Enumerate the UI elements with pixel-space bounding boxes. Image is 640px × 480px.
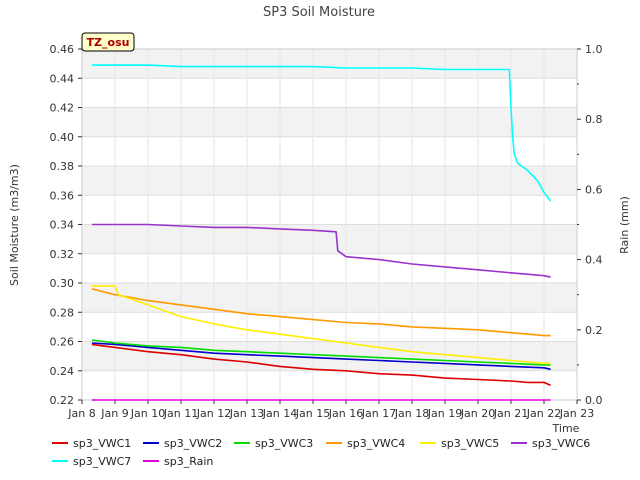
series-lines: [91, 64, 552, 401]
y2-tick-label: 0.0: [585, 394, 603, 407]
x-tick-label: Jan 20: [460, 407, 495, 420]
y-axis-label: Soil Moisture (m3/m3): [8, 164, 21, 286]
y-tick-label: 0.22: [50, 394, 75, 407]
x-tick-label: Jan 14: [262, 407, 297, 420]
series-line-sp3_VWC4: [91, 288, 551, 337]
series-line-sp3_VWC5: [91, 285, 551, 365]
badge-label: TZ_osu: [87, 36, 130, 49]
x-axis-label: Time: [552, 422, 580, 435]
series-line-sp3_VWC2: [91, 342, 551, 371]
y2-tick-label: 0.6: [585, 183, 603, 196]
x-tick-label: Jan 19: [427, 407, 462, 420]
series-line-sp3_VWC1: [91, 343, 551, 387]
y-tick-label: 0.38: [50, 160, 75, 173]
legend-label-sp3_Rain: sp3_Rain: [164, 455, 213, 468]
y-tick-label: 0.36: [50, 189, 75, 202]
y-tick-label: 0.26: [50, 336, 75, 349]
y2-tick-label: 0.4: [585, 254, 603, 267]
legend-label-sp3_VWC7: sp3_VWC7: [73, 455, 131, 468]
series-line-sp3_VWC6: [91, 223, 551, 278]
band: [82, 283, 577, 313]
y2-tick-label: 1.0: [585, 43, 603, 56]
x-tick-label: Jan 15: [295, 407, 330, 420]
y-tick-label: 0.28: [50, 306, 75, 319]
x-tick-label: Jan 8: [67, 407, 95, 420]
x-tick-label: Jan 11: [163, 407, 198, 420]
legend-label-sp3_VWC2: sp3_VWC2: [164, 437, 222, 450]
band: [82, 224, 577, 254]
legend-label-sp3_VWC1: sp3_VWC1: [73, 437, 131, 450]
y-tick-label: 0.34: [50, 219, 75, 232]
plot-background-bands: [82, 49, 577, 371]
x-tick-label: Jan 16: [328, 407, 363, 420]
station-badge: TZ_osu: [81, 32, 135, 52]
y-tick-label: 0.32: [50, 248, 75, 261]
chart-title: SP3 Soil Moisture: [263, 5, 375, 20]
band: [82, 49, 577, 79]
legend: sp3_VWC1 sp3_VWC2 sp3_VWC3 sp3_VWC4 sp3_VWC5…: [52, 437, 590, 468]
x-tick-label: Jan 13: [229, 407, 264, 420]
gridlines: [81, 48, 578, 401]
x-tick-label: Jan 17: [361, 407, 396, 420]
x-tick-label: Jan 10: [130, 407, 165, 420]
legend-label-sp3_VWC6: sp3_VWC6: [532, 437, 590, 450]
x-tick-label: Jan 12: [196, 407, 231, 420]
y2-axis-label: Rain (mm): [618, 196, 631, 254]
x-tick-label: Jan 21: [493, 407, 528, 420]
y-axis-ticks: 0.22 0.24 0.26 0.28 0.30 0.32 0.34 0.36 0.38 0.40…: [50, 43, 82, 407]
legend-label-sp3_VWC5: sp3_VWC5: [441, 437, 499, 450]
y2-tick-label: 0.2: [585, 324, 603, 337]
y-tick-label: 0.46: [50, 43, 75, 56]
y-tick-label: 0.30: [50, 277, 75, 290]
y-tick-label: 0.40: [50, 131, 75, 144]
y2-axis-ticks: 0.0 0.2 0.4 0.6 0.8 1.0: [577, 43, 603, 407]
y-tick-label: 0.44: [50, 72, 75, 85]
x-tick-label: Jan 18: [394, 407, 429, 420]
y-tick-label: 0.24: [50, 365, 75, 378]
x-tick-label: Jan 23: [559, 407, 594, 420]
band: [82, 107, 577, 137]
band: [82, 166, 577, 196]
y2-tick-label: 0.8: [585, 113, 603, 126]
series-line-sp3_VWC3: [91, 339, 551, 366]
badge-box: [81, 32, 135, 52]
series-line-sp3_VWC7: [91, 64, 552, 202]
legend-label-sp3_VWC4: sp3_VWC4: [347, 437, 405, 450]
x-tick-label: Jan 9: [100, 407, 128, 420]
x-tick-label: Jan 22: [526, 407, 561, 420]
y-tick-label: 0.42: [50, 102, 75, 115]
legend-label-sp3_VWC3: sp3_VWC3: [255, 437, 313, 450]
